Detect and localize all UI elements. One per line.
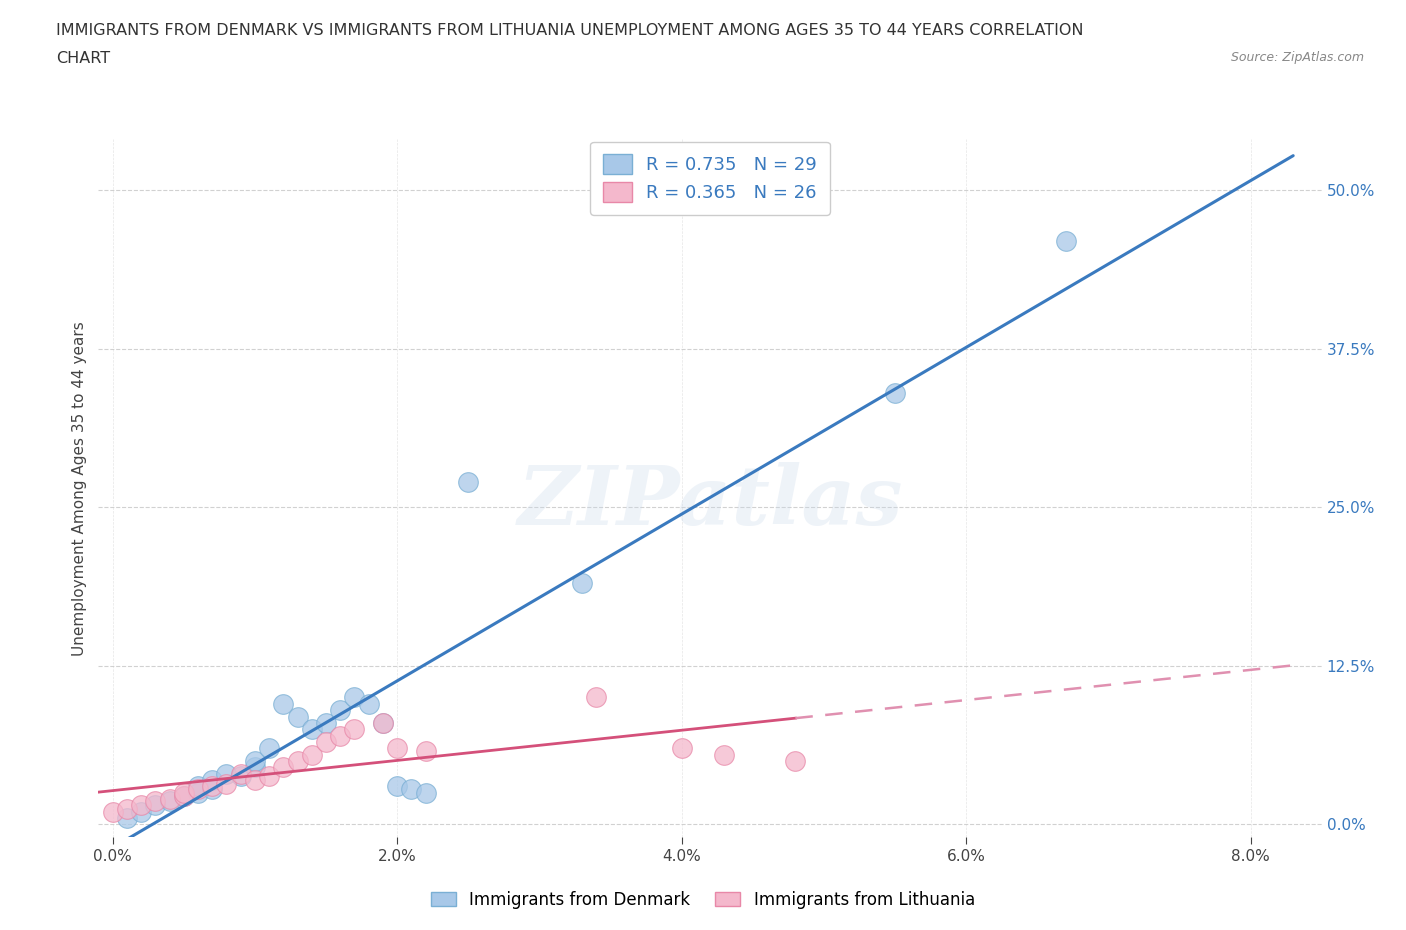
Point [301,722,323,737]
Point [315,715,337,730]
Point [415,743,437,758]
Point [343,690,366,705]
Legend: R = 0.735   N = 29, R = 0.365   N = 26: R = 0.735 N = 29, R = 0.365 N = 26 [591,141,830,215]
Point [187,781,209,796]
Point [287,753,309,768]
Point [229,769,252,784]
Point [187,785,209,800]
Point [187,778,209,793]
Point [287,709,309,724]
Point [329,703,352,718]
Point [201,781,224,796]
Text: IMMIGRANTS FROM DENMARK VS IMMIGRANTS FROM LITHUANIA UNEMPLOYMENT AMONG AGES 35 : IMMIGRANTS FROM DENMARK VS IMMIGRANTS FR… [56,23,1084,38]
Point [201,778,224,793]
Point [371,715,394,730]
Point [215,766,238,781]
Point [257,741,280,756]
Point [143,794,166,809]
Point [115,811,138,826]
Point [415,785,437,800]
Point [585,690,607,705]
Text: Source: ZipAtlas.com: Source: ZipAtlas.com [1230,51,1364,64]
Point [201,773,224,788]
Point [884,386,907,401]
Point [1054,233,1077,248]
Point [301,747,323,762]
Point [173,789,195,804]
Point [173,785,195,800]
Point [457,474,479,489]
Point [115,802,138,817]
Point [385,741,408,756]
Point [173,789,195,804]
Text: ZIPatlas: ZIPatlas [517,462,903,542]
Point [571,576,593,591]
Point [401,781,423,796]
Point [713,747,735,762]
Point [671,741,693,756]
Text: CHART: CHART [56,51,110,66]
Point [357,697,380,711]
Point [785,753,807,768]
Point [257,769,280,784]
Legend: Immigrants from Denmark, Immigrants from Lithuania: Immigrants from Denmark, Immigrants from… [423,883,983,917]
Y-axis label: Unemployment Among Ages 35 to 44 years: Unemployment Among Ages 35 to 44 years [72,321,87,656]
Point [243,773,266,788]
Point [243,753,266,768]
Point [243,760,266,775]
Point [159,794,181,809]
Point [315,735,337,750]
Point [329,728,352,743]
Point [159,791,181,806]
Point [343,722,366,737]
Point [215,777,238,791]
Point [129,798,152,813]
Point [371,715,394,730]
Point [143,798,166,813]
Point [273,697,295,711]
Point [385,778,408,793]
Point [229,766,252,781]
Point [273,760,295,775]
Point [101,804,124,819]
Point [129,804,152,819]
